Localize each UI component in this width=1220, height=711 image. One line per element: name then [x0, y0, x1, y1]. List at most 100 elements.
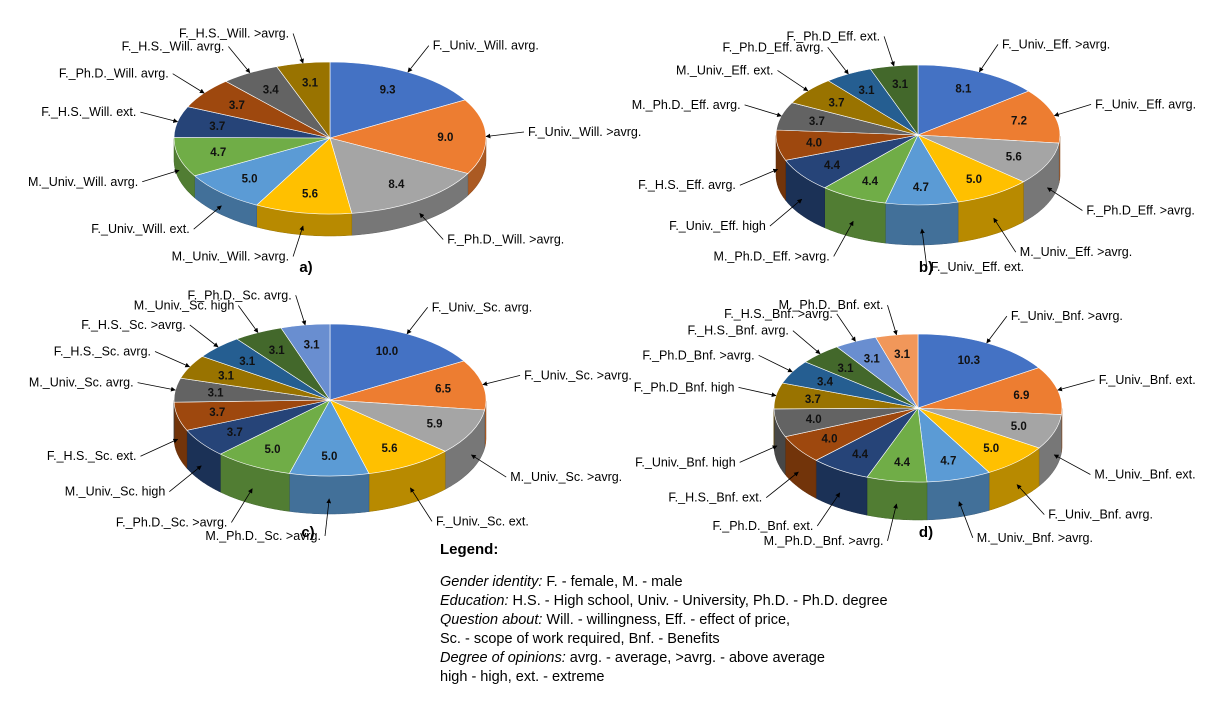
- pie-value-label: 3.1: [302, 78, 319, 90]
- pie-value-label: 7.2: [1011, 116, 1027, 128]
- leader-line: [883, 36, 895, 67]
- pie-category-label: F._Ph.D_Eff. avrg.: [722, 40, 823, 54]
- pie-value-label: 3.7: [229, 100, 245, 112]
- legend-text: Sc. - scope of work required, Bnf. - Ben…: [440, 631, 720, 647]
- leader-line: [1016, 484, 1045, 515]
- pie-category-label: F._H.S._Will. ext.: [41, 105, 136, 119]
- pie-value-label: 3.4: [817, 376, 834, 388]
- leader-line: [324, 498, 332, 537]
- leader-line: [419, 213, 444, 240]
- pie-category-label: M._Ph.D._Bnf. >avrg.: [764, 534, 884, 548]
- leader-line: [137, 382, 176, 392]
- pie-category-label: M._Univ._Sc. high: [134, 299, 235, 313]
- pie-category-label: M._Ph.D._Eff. avrg.: [632, 98, 741, 112]
- pie-category-label: F._H.S._Sc. avrg.: [54, 345, 151, 359]
- legend-line-degree: Degree of opinions: avrg. - average, >av…: [440, 649, 1140, 668]
- pie-category-label: M._Univ._Will. avrg.: [28, 175, 138, 189]
- leader-line: [958, 501, 974, 538]
- pie-category-label: F._Univ._Eff. high: [669, 219, 766, 233]
- pie-category-label: F._H.S._Eff. avrg.: [638, 178, 736, 192]
- legend-line-gender: Gender identity: F. - female, M. - male: [440, 573, 1140, 592]
- pie-category-label: F._H.S._Will. >avrg.: [179, 27, 289, 41]
- pie-value-label: 5.0: [321, 451, 337, 463]
- pie-category-label: M._Ph.D._Sc. >avrg.: [205, 529, 321, 543]
- pie-value-label: 10.0: [376, 346, 398, 358]
- pie-slice-f-ph-d-eff-above-avrg: [917, 134, 1060, 183]
- pie-category-label: F._Univ._Bnf. high: [635, 455, 736, 469]
- leader-line: [887, 503, 898, 541]
- leader-line: [470, 454, 507, 478]
- pie-value-label: 4.4: [852, 449, 869, 461]
- leader-line: [792, 330, 821, 355]
- pie-value-label: 3.4: [263, 85, 280, 97]
- pie-category-label: M._Univ._Sc. high: [65, 485, 166, 499]
- pie-value-label: 3.1: [894, 349, 911, 361]
- leader-line: [140, 438, 179, 457]
- pie-category-label: M._Univ._Will. >avrg.: [172, 250, 290, 264]
- leader-line: [1057, 379, 1095, 392]
- pie-category-label: F._Univ._Sc. >avrg.: [524, 368, 632, 382]
- pie-category-label: M._Univ._Bnf. >avrg.: [977, 531, 1093, 545]
- leader-line: [777, 70, 809, 92]
- pie-value-label: 4.0: [806, 414, 822, 426]
- pie-category-label: F._Univ._Will. avrg.: [433, 39, 539, 53]
- legend-text: H.S. - High school, Univ. - University, …: [508, 593, 888, 609]
- pie-chart-b: 8.1 F._Univ._Eff. >avrg. 7.2 F._Univ._Eff. …: [632, 29, 1196, 276]
- leader-line: [739, 168, 779, 186]
- pie-value-label: 3.1: [218, 371, 235, 383]
- pie-value-label: 8.4: [388, 179, 405, 191]
- leader-line: [765, 471, 799, 499]
- legend-key: Gender identity:: [440, 574, 543, 590]
- pie-category-label: M._Univ._Eff. ext.: [676, 63, 774, 77]
- leader-line: [193, 205, 222, 230]
- pie-slice-side-m-ph-d-sc-above-avrg: [289, 473, 370, 515]
- leader-line: [407, 45, 430, 73]
- pie-category-label: F._Ph.D._Sc. avrg.: [187, 288, 291, 302]
- pie-value-label: 5.0: [966, 174, 982, 186]
- pie-value-label: 3.1: [239, 356, 256, 368]
- pie-category-label: F._Ph.D_Bnf. >avrg.: [642, 348, 754, 362]
- leader-line: [292, 225, 304, 257]
- legend: Legend: Gender identity: F. - female, M.…: [440, 540, 1140, 687]
- legend-text: Will. - willingness, Eff. - effect of pr…: [542, 612, 791, 628]
- pie-value-label: 6.9: [1013, 390, 1029, 402]
- pie-chart-c: 10.0 F._Univ._Sc. avrg. 6.5 F._Univ._Sc. >a…: [29, 288, 632, 543]
- pie-category-label: M._Ph.D._Eff. >avrg.: [714, 249, 830, 263]
- pie-value-label: 4.4: [894, 457, 911, 469]
- legend-key: Education:: [440, 593, 509, 609]
- pie-value-label: 3.1: [892, 79, 909, 91]
- leader-line: [237, 305, 259, 333]
- leader-line: [738, 387, 777, 398]
- pie-category-label: M._Univ._Sc. >avrg.: [510, 470, 622, 484]
- pie-category-label: F._Ph.D._Will. >avrg.: [447, 233, 564, 247]
- pie-value-label: 3.7: [805, 394, 821, 406]
- leader-line: [482, 375, 521, 386]
- pie-value-label: 4.7: [913, 182, 929, 194]
- legend-text: high - high, ext. - extreme: [440, 669, 605, 685]
- pie-category-label: F._H.S._Bnf. avrg.: [687, 324, 788, 338]
- pie-value-label: 3.7: [809, 116, 825, 128]
- pie-category-label: F._H.S._Bnf. >avrg.: [724, 307, 833, 321]
- pie-category-label: F._Ph.D._Will. avrg.: [59, 67, 169, 81]
- leader-line: [986, 315, 1008, 344]
- pie-slice-f-univ-will-ext: [193, 137, 331, 206]
- legend-line-question-cont: Sc. - scope of work required, Bnf. - Ben…: [440, 630, 1140, 649]
- leader-line: [744, 104, 782, 118]
- leader-line: [142, 169, 180, 183]
- pie-slice-m-univ-sc-above-avrg: [329, 399, 486, 452]
- pie-category-label: F._Ph.D_Bnf. high: [634, 380, 735, 394]
- leader-line: [739, 445, 778, 463]
- pie-category-label: F._Univ._Bnf. avrg.: [1048, 508, 1153, 522]
- leader-line: [292, 33, 304, 64]
- leader-line: [1046, 187, 1083, 211]
- pie-category-label: F._Ph.D_Eff. >avrg.: [1086, 204, 1195, 218]
- leader-line: [406, 307, 429, 335]
- pie-value-label: 9.3: [380, 84, 396, 96]
- legend-line-education: Education: H.S. - High school, Univ. - U…: [440, 592, 1140, 611]
- pie-value-label: 5.0: [242, 173, 258, 185]
- panel-label: d): [919, 524, 933, 541]
- leader-line: [140, 111, 179, 123]
- pie-category-label: F._Univ._Bnf. >avrg.: [1011, 309, 1123, 323]
- pie-category-label: F._Univ._Eff. >avrg.: [1002, 37, 1110, 51]
